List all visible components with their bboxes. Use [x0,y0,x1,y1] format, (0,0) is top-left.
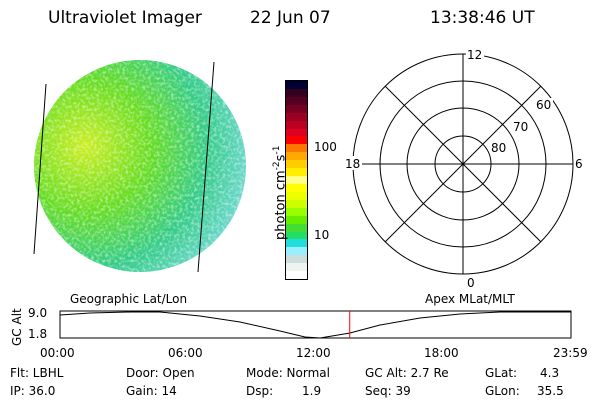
mlt-label-6: 6 [575,157,583,171]
color-scale-swatch [286,263,307,272]
geographic-label: Geographic Lat/Lon [70,292,188,306]
y-tick-1-8: 1.8 [28,327,48,341]
color-scale-swatch [286,191,307,200]
lat-label-80: 80 [491,141,506,155]
date: 22 Jun 07 [250,8,331,28]
color-scale-swatch [286,239,307,248]
color-scale-swatch [286,215,307,224]
mlt-label-18: 18 [345,157,360,171]
color-scale-swatch [286,81,307,89]
color-scale-swatch [286,255,307,264]
color-scale-swatch [286,271,307,280]
lat-label-60: 60 [536,98,551,112]
glat-value: 4.3 [540,366,560,380]
apex-label: Apex MLat/MLT [425,292,515,306]
x-tick: 12:00 [296,346,331,360]
x-tick: 18:00 [424,346,459,360]
dsp-label: Dsp: [246,384,274,398]
mlt-label-0: 0 [467,276,475,290]
color-scale-bar [285,80,308,280]
color-scale-swatch [286,183,307,192]
lat-label-70: 70 [513,120,528,134]
meridian-line [197,61,215,273]
seq-status: Seq: 39 [365,384,411,398]
color-scale-swatch [286,96,307,105]
color-scale-swatch [286,152,307,161]
gc-alt-status: GC Alt: 2.7 Re [365,366,449,380]
meridian-line [33,83,47,255]
color-scale-swatch [286,207,307,216]
color-scale-swatch [286,231,307,240]
color-scale-swatch [286,112,307,121]
ip-status: IP: 36.0 [10,384,56,398]
color-scale-swatch [286,247,307,256]
color-scale-swatch [286,176,307,184]
y-tick-9: 9.0 [28,306,48,320]
x-tick: 06:00 [168,346,203,360]
gain-status: Gain: 14 [126,384,177,398]
x-tick: 23:59 [553,346,588,360]
mode-status: Mode: Normal [246,366,330,380]
color-scale-swatch [286,88,307,97]
colorbar-tick-100: 100 [314,140,337,154]
glon-label: GLon: [485,384,520,398]
color-scale-swatch [286,160,307,169]
glat-label: GLat: [485,366,518,380]
color-scale-swatch [286,223,307,232]
color-scale-swatch [286,104,307,113]
color-scale-swatch [286,144,307,153]
instrument-title: Ultraviolet Imager [48,8,202,28]
x-tick: 00:00 [40,346,75,360]
mlt-label-12: 12 [467,48,482,62]
colorbar-tick-10: 10 [314,228,330,242]
color-scale-swatch [286,120,307,129]
color-scale-swatch [286,168,307,177]
color-scale-swatch [286,136,307,145]
glon-value: 35.5 [537,384,564,398]
filter-status: Flt: LBHL [10,366,64,380]
door-status: Door: Open [126,366,195,380]
color-scale-swatch [286,128,307,137]
color-scale-swatch [286,199,307,208]
time: 13:38:46 UT [430,8,535,28]
dsp-value: 1.9 [302,384,322,398]
